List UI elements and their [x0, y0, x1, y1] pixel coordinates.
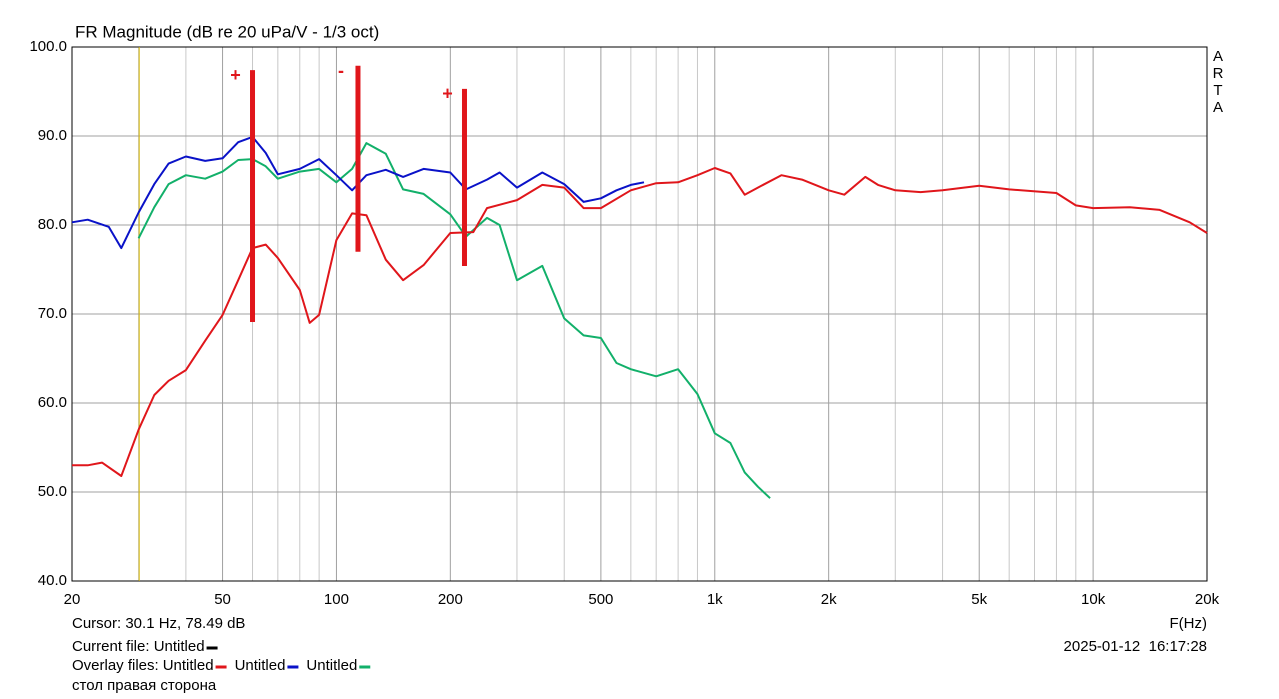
marker-label: +	[230, 65, 241, 85]
side-label: T	[1213, 82, 1222, 99]
side-label: A	[1213, 48, 1223, 65]
cursor-text: Cursor: 30.1 Hz, 78.49 dB	[72, 615, 245, 632]
y-tick-label: 50.0	[38, 483, 67, 500]
x-tick-label: 20k	[1195, 591, 1220, 608]
x-tick-label: 1k	[707, 591, 723, 608]
y-tick-label: 60.0	[38, 394, 67, 411]
y-tick-label: 40.0	[38, 572, 67, 589]
x-tick-label: 500	[588, 591, 613, 608]
y-tick-label: 70.0	[38, 305, 67, 322]
current-file: Current file: Untitled	[72, 638, 205, 655]
x-tick-label: 200	[438, 591, 463, 608]
legend-label: Untitled	[235, 657, 286, 674]
marker-label: +	[442, 84, 453, 104]
plot-frame	[71, 46, 1208, 582]
series-line	[137, 142, 771, 499]
side-label: R	[1213, 65, 1224, 82]
note: стол правая сторона	[72, 677, 217, 694]
chart-title: FR Magnitude (dB re 20 uPa/V - 1/3 oct)	[75, 22, 379, 41]
x-tick-label: 100	[324, 591, 349, 608]
series-line	[72, 167, 1208, 477]
date: 2025-01-12 16:17:28	[1064, 638, 1207, 655]
y-tick-label: 90.0	[38, 127, 67, 144]
x-tick-label: 2k	[821, 591, 837, 608]
x-tick-label: 50	[214, 591, 231, 608]
x-tick-label: 20	[64, 591, 81, 608]
series-line	[71, 135, 645, 250]
legend-label: Untitled	[163, 657, 214, 674]
y-tick-label: 80.0	[38, 216, 67, 233]
x-tick-label: 5k	[971, 591, 987, 608]
marker-label: -	[338, 60, 344, 80]
y-tick-label: 100.0	[29, 38, 67, 55]
x-axis-label: F(Hz)	[1170, 615, 1208, 632]
x-tick-label: 10k	[1081, 591, 1106, 608]
legend-label: Untitled	[306, 657, 357, 674]
overlay-label: Overlay files:	[72, 657, 159, 674]
side-label: A	[1213, 99, 1223, 116]
